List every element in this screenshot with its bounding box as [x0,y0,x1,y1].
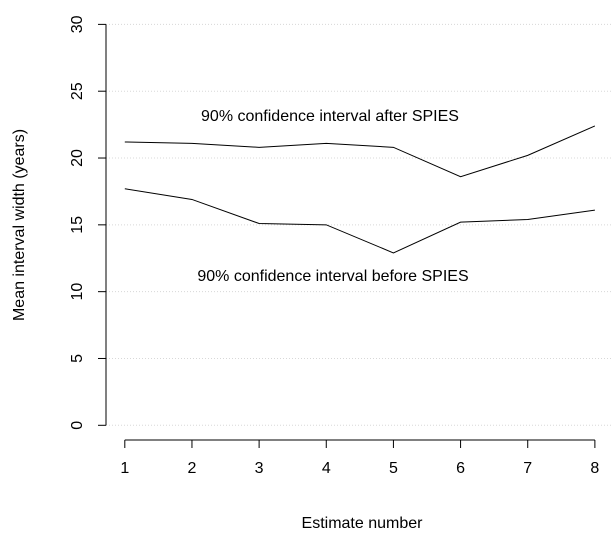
series-line [124,188,595,254]
x-axis-label: Estimate number [302,515,424,532]
y-tick-label: 30 [69,15,86,33]
y-tick-label: 0 [69,421,86,430]
x-tick-label: 8 [590,460,599,477]
x-tick-label: 5 [389,460,398,477]
y-tick-label: 15 [69,216,86,234]
y-tick-label: 5 [69,354,86,363]
series-label: 90% confidence interval after SPIES [201,108,459,125]
series-line [124,125,596,178]
series-label: 90% confidence interval before SPIES [197,268,468,285]
y-tick-label: 25 [69,82,86,100]
y-tick-label: 10 [69,283,86,301]
x-tick-label: 2 [188,460,197,477]
x-tick-label: 7 [523,460,532,477]
x-tick-label: 4 [322,460,331,477]
y-tick-label: 20 [69,149,86,167]
y-axis-label: Mean interval width (years) [11,129,28,321]
x-tick-label: 6 [456,460,465,477]
x-tick-label: 3 [255,460,264,477]
x-tick-label: 1 [120,460,129,477]
